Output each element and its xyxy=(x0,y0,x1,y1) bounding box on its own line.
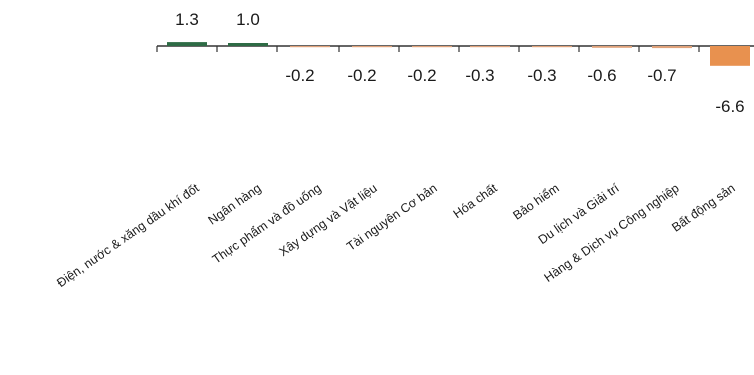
category-label: Thực phẩm và đồ uống xyxy=(210,181,324,267)
category-label: Bảo hiểm xyxy=(510,181,561,223)
bar xyxy=(167,42,207,46)
bar-value-label: 1.3 xyxy=(175,10,199,29)
category-label: Xây dựng và Vật liệu xyxy=(277,181,380,259)
bar xyxy=(412,46,452,48)
bar xyxy=(652,46,692,49)
bar xyxy=(352,46,392,48)
bar-value-label: -6.6 xyxy=(715,97,744,116)
bars-group xyxy=(167,42,750,66)
bar-value-label: -0.3 xyxy=(465,66,494,85)
bar xyxy=(532,46,572,48)
bar xyxy=(290,46,330,48)
ticks-group xyxy=(156,46,700,52)
category-label: Hóa chất xyxy=(451,181,500,221)
bar xyxy=(228,43,268,46)
value-labels-group: 1.3 1.0 -0.2 -0.2 -0.2 -0.3 -0.3 -0.6 -0.7 -6.6 xyxy=(175,10,744,116)
bar-value-label: -0.7 xyxy=(647,66,676,85)
category-label: Ngân hàng xyxy=(206,181,264,228)
bar xyxy=(592,46,632,48)
category-label: Điện, nước & xăng dầu khí đốt xyxy=(54,181,202,290)
bar-value-label: -0.2 xyxy=(347,66,376,85)
bar-value-label: -0.2 xyxy=(285,66,314,85)
bar xyxy=(710,46,750,66)
bar xyxy=(470,46,510,48)
bar-value-label: 1.0 xyxy=(236,10,260,29)
category-label: Bất động sản xyxy=(669,181,737,235)
bar-value-label: -0.6 xyxy=(587,66,616,85)
bar-value-label: -0.3 xyxy=(527,66,556,85)
category-labels-group: Điện, nước & xăng dầu khí đốt Ngân hàngTh… xyxy=(54,181,737,290)
bar-value-label: -0.2 xyxy=(407,66,436,85)
